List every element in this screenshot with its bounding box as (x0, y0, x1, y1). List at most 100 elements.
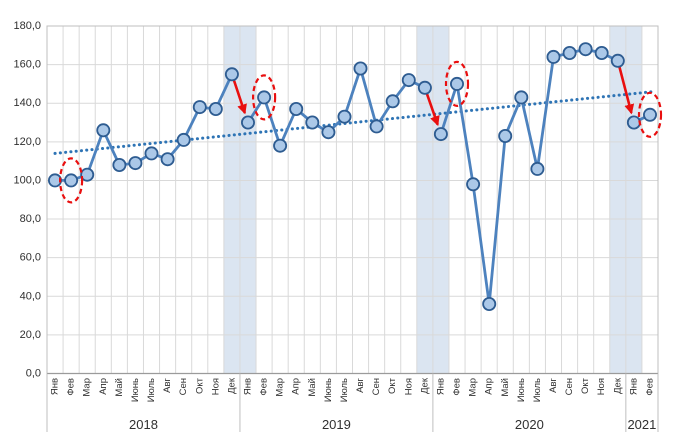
month-tick-label: Апр (484, 378, 495, 395)
month-tick-label: Янв (50, 378, 61, 395)
data-point-marker (466, 177, 481, 192)
month-tick-label: Янв (628, 378, 639, 395)
dec-jan-drop-arrow (424, 90, 440, 127)
y-axis-tick-label: 20,0 (20, 329, 41, 341)
month-tick-label: Май (307, 378, 318, 397)
month-tick-label: Мар (468, 378, 479, 397)
month-tick-label: Авг (355, 377, 366, 392)
data-point-marker (80, 167, 95, 182)
month-tick-label: Сен (178, 378, 189, 395)
data-point-marker (546, 49, 561, 64)
data-point-marker (433, 127, 448, 142)
data-point-marker (257, 90, 272, 105)
month-tick-label: Апр (291, 378, 302, 395)
month-tick-label: Июль (146, 378, 157, 402)
data-point-marker (240, 115, 255, 130)
data-point-marker (160, 152, 175, 167)
x-gridlines (46, 26, 659, 374)
month-tick-label: Апр (98, 378, 109, 395)
data-point-marker (273, 138, 288, 153)
month-tick-label: Июль (339, 378, 350, 402)
data-point-marker (449, 76, 464, 91)
y-axis-tick-label: 180,0 (13, 20, 41, 32)
data-point-marker (64, 173, 79, 188)
y-axis-tick-label: 80,0 (20, 213, 41, 225)
data-point-marker (289, 102, 304, 117)
data-point-marker (176, 132, 191, 147)
month-tick-label: Дек (612, 377, 623, 394)
month-tick-label: Фев (66, 378, 77, 396)
month-tick-label: Авг (548, 377, 559, 392)
data-point-marker (498, 128, 513, 143)
year-label: 2020 (515, 417, 544, 432)
data-point-marker (401, 73, 416, 88)
data-point-marker (337, 109, 352, 124)
february-highlight-ellipse (58, 157, 84, 204)
month-tick-label: Фев (452, 378, 463, 396)
month-tick-label: Июль (532, 378, 543, 402)
month-tick-label: Май (114, 378, 125, 397)
data-point-marker (192, 100, 207, 115)
month-tick-label: Май (500, 378, 511, 397)
data-point-marker (594, 46, 609, 61)
month-tick-label: Окт (580, 377, 591, 394)
month-tick-label: Июнь (130, 378, 141, 402)
month-tick-label: Сен (371, 378, 382, 395)
trend-line (53, 90, 655, 155)
month-tick-label: Дек (226, 377, 237, 394)
data-point-marker (482, 296, 497, 311)
data-point-marker (305, 115, 320, 130)
month-tick-label: Янв (435, 378, 446, 395)
dec-jan-drop-arrow (231, 76, 247, 115)
data-point-marker (562, 46, 577, 61)
month-tick-label: Фев (644, 378, 655, 396)
february-highlight-ellipse (637, 91, 663, 138)
february-highlight-ellipse (252, 74, 277, 121)
y-axis-tick-label: 120,0 (13, 136, 41, 148)
data-point-marker (385, 94, 400, 109)
month-tick-label: Окт (194, 377, 205, 394)
data-point-marker (369, 119, 384, 134)
month-tick-label: Июнь (323, 378, 334, 402)
data-point-marker (224, 67, 239, 82)
month-tick-label: Окт (387, 377, 398, 394)
data-point-marker (321, 125, 336, 140)
data-point-marker (610, 53, 625, 68)
dec-jan-drop-arrow (617, 63, 635, 115)
y-axis-tick-label: 0,0 (26, 368, 41, 380)
month-tick-label: Ноя (596, 378, 607, 395)
month-tick-label: Фев (259, 378, 270, 396)
year-label: 2019 (322, 417, 351, 432)
data-point-marker (578, 42, 593, 57)
data-point-marker (112, 157, 127, 172)
month-tick-label: Июнь (516, 378, 527, 402)
month-tick-label: Мар (82, 378, 93, 397)
y-axis-tick-label: 60,0 (20, 252, 41, 264)
data-point-marker (144, 146, 159, 161)
month-tick-label: Ноя (403, 378, 414, 395)
data-point-marker (96, 123, 111, 138)
data-point-marker (417, 80, 432, 95)
y-axis-tick-label: 40,0 (20, 290, 41, 302)
february-highlight-ellipse (444, 60, 470, 108)
month-tick-label: Дек (419, 377, 430, 394)
month-tick-label: Ноя (210, 378, 221, 395)
month-tick-label: Сен (564, 378, 575, 395)
data-point-marker (208, 102, 223, 117)
year-label: 2021 (627, 417, 656, 432)
data-point-marker (514, 90, 529, 105)
y-axis-tick-label: 100,0 (13, 174, 41, 186)
month-tick-label: Янв (242, 378, 253, 395)
month-tick-label: Авг (162, 377, 173, 392)
month-tick-label: Мар (275, 378, 286, 397)
y-axis-tick-label: 160,0 (13, 59, 41, 71)
data-point-marker (353, 61, 368, 76)
data-point-marker (626, 115, 641, 130)
y-axis-tick-label: 140,0 (13, 97, 41, 109)
data-point-marker (643, 107, 658, 122)
data-point-marker (530, 161, 545, 176)
year-label: 2018 (129, 417, 158, 432)
data-point-marker (128, 156, 143, 171)
